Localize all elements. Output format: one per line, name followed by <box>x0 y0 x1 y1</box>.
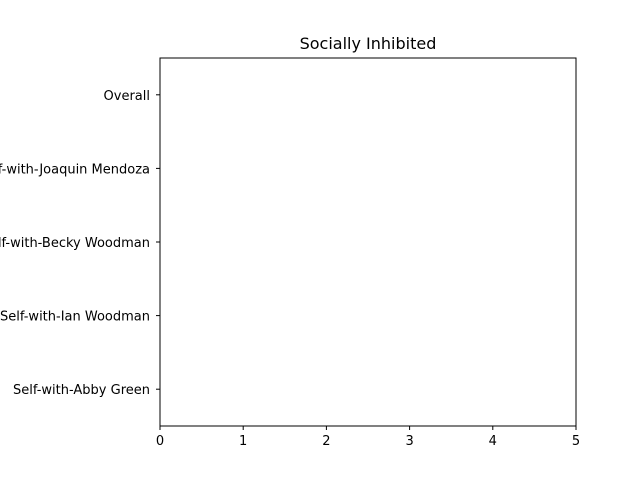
x-tick-label: 4 <box>489 434 497 449</box>
x-tick-label: 2 <box>322 434 330 449</box>
y-tick-label: Self-with-Becky Woodman <box>0 236 150 251</box>
x-tick-label: 3 <box>405 434 413 449</box>
y-tick-label: Overall <box>104 89 150 104</box>
plot-frame <box>159 57 577 427</box>
chart-title: Socially Inhibited <box>300 34 437 53</box>
y-tick-label: Self-with-Ian Woodman <box>0 310 150 325</box>
x-tick-label: 1 <box>239 434 247 449</box>
y-tick-label: Self-with-Joaquin Mendoza <box>0 162 150 177</box>
x-tick-label: 5 <box>572 434 580 449</box>
x-tick-label: 0 <box>156 434 164 449</box>
y-tick-label: Self-with-Abby Green <box>13 383 150 398</box>
